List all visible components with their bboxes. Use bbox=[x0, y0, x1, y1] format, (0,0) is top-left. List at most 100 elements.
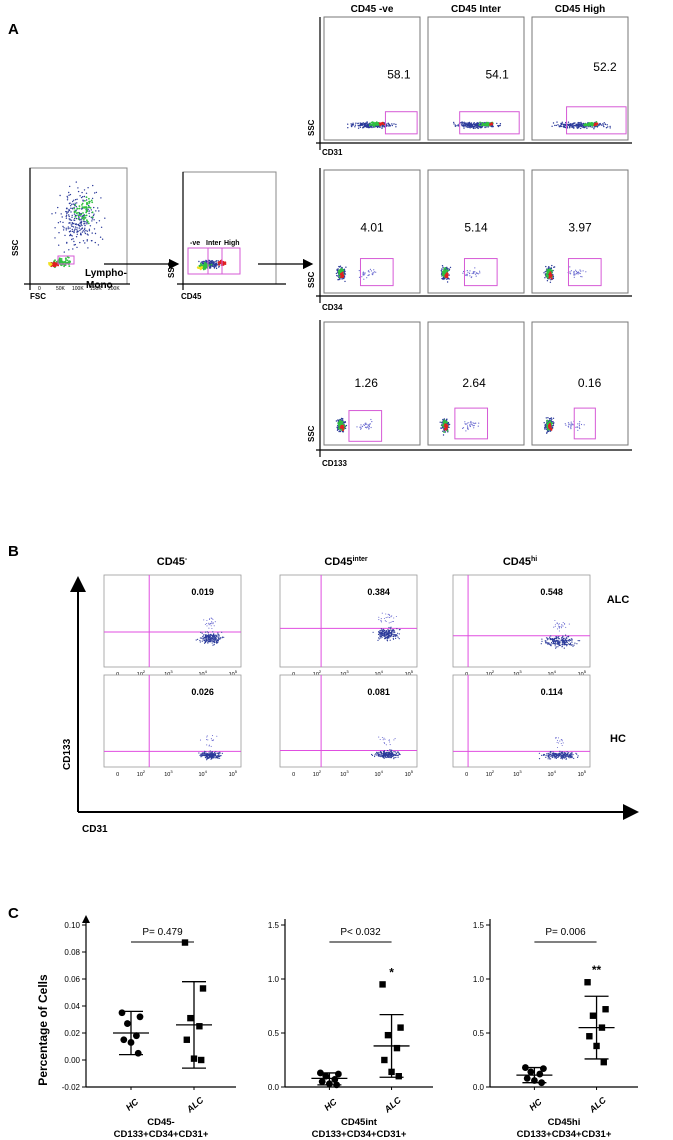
density-dot bbox=[550, 751, 552, 753]
density-dot bbox=[545, 755, 547, 757]
density-dot bbox=[570, 421, 572, 423]
density-dot bbox=[75, 217, 78, 220]
density-dot bbox=[382, 631, 385, 633]
density-dot bbox=[471, 422, 473, 424]
c-p-value: P< 0.032 bbox=[340, 927, 381, 938]
density-dot bbox=[80, 228, 82, 230]
density-dot bbox=[473, 427, 475, 429]
density-dot bbox=[384, 633, 386, 636]
density-dot bbox=[573, 122, 575, 125]
density-dot bbox=[195, 639, 197, 641]
density-dot bbox=[572, 424, 574, 426]
density-dot bbox=[565, 121, 567, 124]
density-dot bbox=[209, 641, 211, 643]
density-dot bbox=[68, 194, 70, 196]
density-dot bbox=[216, 735, 218, 737]
density-dot bbox=[97, 244, 100, 246]
density-dot bbox=[399, 753, 401, 756]
density-dot bbox=[561, 740, 563, 742]
density-dot bbox=[565, 755, 567, 758]
density-dot bbox=[573, 757, 575, 760]
density-dot bbox=[201, 266, 203, 268]
density-dot bbox=[460, 124, 463, 126]
density-dot bbox=[575, 270, 578, 273]
density-dot bbox=[395, 753, 397, 755]
density-dot bbox=[467, 428, 469, 430]
density-dot bbox=[467, 126, 469, 128]
c-point-hc bbox=[523, 1074, 531, 1082]
density-dot bbox=[378, 736, 380, 738]
density-dot bbox=[547, 754, 549, 756]
density-dot bbox=[84, 199, 86, 202]
density-dot bbox=[486, 123, 489, 126]
density-dot bbox=[338, 420, 341, 423]
density-dot bbox=[62, 221, 64, 224]
density-dot bbox=[75, 181, 78, 183]
density-dot bbox=[563, 757, 565, 759]
density-dot bbox=[93, 206, 95, 209]
density-dot bbox=[360, 424, 362, 426]
density-dot bbox=[92, 214, 95, 217]
density-dot bbox=[208, 262, 210, 264]
density-dot bbox=[577, 423, 579, 425]
density-dot bbox=[212, 265, 214, 267]
density-dot bbox=[465, 122, 467, 124]
b-quadrant-value: 0.019 bbox=[191, 587, 214, 597]
density-dot bbox=[68, 191, 70, 194]
density-dot bbox=[199, 267, 202, 270]
density-dot bbox=[470, 423, 472, 425]
density-dot bbox=[216, 757, 219, 759]
b-y-axis-label: CD133 bbox=[62, 738, 73, 770]
density-dot bbox=[214, 636, 216, 638]
density-dot bbox=[213, 642, 215, 644]
density-dot bbox=[358, 270, 360, 272]
fsc-plot-x-label: FSC bbox=[30, 292, 46, 301]
density-dot bbox=[377, 639, 379, 642]
density-dot bbox=[81, 227, 83, 230]
density-dot bbox=[341, 421, 344, 423]
c-chart-1: 0.0 0.5 1.0 1.5 HC ALC * P< 0.032 CD45intCD133+C… bbox=[268, 919, 433, 1140]
density-dot bbox=[202, 638, 204, 640]
density-dot bbox=[441, 422, 443, 424]
density-dot bbox=[88, 202, 91, 204]
c-chart-title-line2: CD133+CD34+CD31+ bbox=[517, 1129, 612, 1140]
density-dot bbox=[91, 197, 94, 200]
density-dot bbox=[211, 262, 213, 264]
density-dot bbox=[86, 233, 89, 235]
density-dot bbox=[389, 741, 391, 743]
density-dot bbox=[203, 639, 206, 641]
density-dot bbox=[215, 751, 217, 753]
a-row3-y-label: SSC bbox=[307, 425, 316, 442]
density-dot bbox=[342, 429, 344, 432]
c-chart-2: 0.0 0.5 1.0 1.5 HC ALC ** P= 0.006 CD45hiCD133+C… bbox=[473, 919, 638, 1140]
fsc-lymph-core bbox=[50, 261, 60, 268]
density-dot bbox=[74, 199, 77, 201]
density-dot bbox=[575, 752, 577, 754]
a-events-red bbox=[547, 422, 553, 431]
density-dot bbox=[579, 125, 581, 128]
density-dot bbox=[91, 211, 94, 214]
density-dot bbox=[386, 756, 388, 759]
a-gate bbox=[463, 258, 498, 287]
density-dot bbox=[443, 273, 446, 275]
density-dot bbox=[367, 124, 369, 127]
b-tick-label: 105 bbox=[405, 769, 414, 778]
density-dot bbox=[396, 634, 398, 636]
density-dot bbox=[555, 755, 557, 757]
b-plot-hc-1: 0.081 0 102 103 104 105 bbox=[279, 674, 418, 778]
density-dot bbox=[544, 271, 546, 273]
density-dot bbox=[208, 756, 210, 758]
b-tick-exponent: 3 bbox=[346, 669, 349, 674]
c-point-alc bbox=[584, 979, 591, 986]
density-dot bbox=[448, 268, 451, 270]
density-dot bbox=[369, 124, 371, 127]
density-dot bbox=[85, 192, 88, 194]
density-dot bbox=[380, 752, 382, 754]
density-dot bbox=[370, 270, 372, 272]
density-dot bbox=[561, 758, 564, 760]
b-tick-label: 104 bbox=[198, 769, 207, 778]
c-category-label: ALC bbox=[184, 1095, 206, 1116]
density-dot bbox=[557, 624, 559, 626]
density-dot bbox=[360, 427, 362, 429]
density-dot bbox=[487, 126, 489, 128]
